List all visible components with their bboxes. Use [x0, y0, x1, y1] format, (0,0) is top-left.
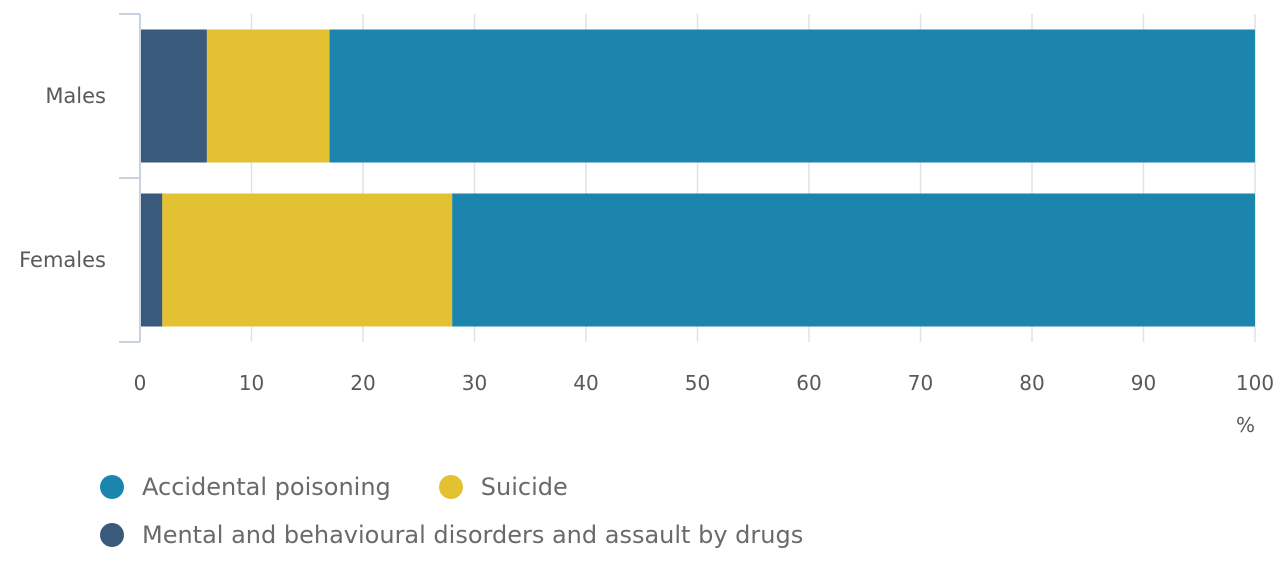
legend-item-suicide[interactable]: Suicide: [438, 473, 568, 501]
category-label: Females: [19, 248, 106, 272]
legend-swatch-accidental-poisoning: [100, 475, 124, 499]
category-labels: Males Females: [19, 84, 106, 272]
x-tick-label: 90: [1131, 371, 1156, 395]
legend-label: Suicide: [480, 473, 568, 501]
x-tick-label: 80: [1019, 371, 1044, 395]
legend-row: Mental and behavioural disorders and ass…: [100, 516, 851, 554]
x-tick-label: 10: [239, 371, 264, 395]
legend-item-accidental-poisoning[interactable]: Accidental poisoning: [100, 473, 391, 501]
legend-item-mental-behavioural[interactable]: Mental and behavioural disorders and ass…: [100, 521, 803, 549]
x-tick-labels: 0 10 20 30 40 50 60 70 80 90 100: [134, 371, 1274, 395]
legend-label: Accidental poisoning: [142, 473, 391, 501]
x-tick-label: 100: [1236, 371, 1274, 395]
legend-swatch-mental-behavioural: [100, 523, 124, 547]
stacked-bar-chart: Males Females 0 10 20 30 40 50 60 70 80 90 100 %: [19, 13, 1274, 437]
x-axis-unit-label: %: [1236, 413, 1255, 437]
bar-segment[interactable]: [452, 193, 1255, 327]
bar-segment[interactable]: [162, 193, 453, 327]
bar-segment[interactable]: [140, 29, 207, 163]
x-tick-label: 20: [350, 371, 375, 395]
legend-row: Accidental poisoning Suicide: [100, 468, 851, 506]
bar-segment[interactable]: [206, 29, 330, 163]
bar-segment[interactable]: [140, 193, 163, 327]
x-tick-label: 30: [462, 371, 487, 395]
category-label: Males: [45, 84, 106, 108]
x-tick-label: 40: [573, 371, 598, 395]
x-tick-label: 0: [134, 371, 147, 395]
legend-label: Mental and behavioural disorders and ass…: [142, 521, 804, 549]
legend: Accidental poisoning Suicide Mental and …: [100, 468, 851, 564]
bars: [140, 29, 1255, 327]
bar-segment[interactable]: [329, 29, 1255, 163]
x-tick-label: 50: [685, 371, 710, 395]
x-tick-label: 70: [908, 371, 933, 395]
legend-swatch-suicide: [438, 475, 463, 499]
x-tick-label: 60: [796, 371, 821, 395]
category-axis: [119, 13, 141, 343]
